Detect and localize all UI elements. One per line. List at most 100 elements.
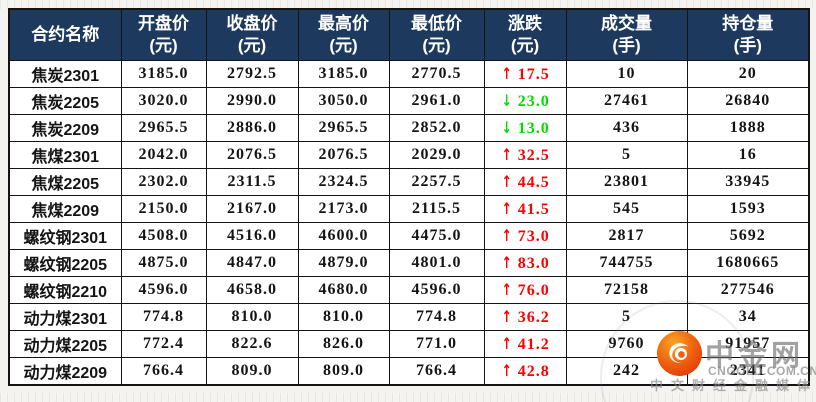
- cell-close-price: 4516.0: [205, 222, 299, 250]
- column-header: 成交量 (手): [565, 8, 688, 61]
- cell-change: ↑ 42.8: [483, 357, 567, 386]
- table-row: 焦煤2301 2042.0 2076.5 2076.5 2029.0 ↑ 32.5…: [8, 141, 810, 169]
- change-value: 41.5: [517, 201, 550, 218]
- column-label: 持仓量: [722, 13, 774, 33]
- cell-open-price: 4875.0: [120, 249, 207, 277]
- cell-contract-name: 动力煤2209: [8, 357, 122, 386]
- cell-close-price: 2792.5: [205, 60, 299, 88]
- cell-open-interest: 1680665: [686, 249, 810, 277]
- table-row: 动力煤2301 774.8 810.0 810.0 774.8 ↑ 36.2 5 …: [8, 303, 810, 331]
- cell-open-price: 4508.0: [120, 222, 207, 250]
- cell-close-price: 2076.5: [205, 141, 299, 169]
- cell-open-price: 772.4: [120, 330, 207, 358]
- cell-high-price: 810.0: [297, 303, 390, 331]
- cell-high-price: 2173.0: [297, 195, 390, 223]
- column-header: 合约名称: [8, 8, 122, 61]
- cell-change: ↑ 41.2: [483, 330, 567, 358]
- cell-open-interest: 16: [686, 141, 810, 169]
- column-header: 最低价 (元): [388, 8, 485, 61]
- cell-open-price: 766.4: [120, 357, 207, 386]
- cell-open-price: 774.8: [120, 303, 207, 331]
- cell-volume: 27461: [565, 87, 688, 115]
- cell-high-price: 2965.5: [297, 114, 390, 142]
- column-unit: (手): [733, 36, 762, 55]
- cell-change: ↑ 44.5: [483, 168, 567, 196]
- cell-low-price: 2029.0: [388, 141, 485, 169]
- cell-change: ↑ 73.0: [483, 222, 567, 250]
- cell-high-price: 809.0: [297, 357, 390, 386]
- cell-open-price: 2042.0: [120, 141, 207, 169]
- cell-low-price: 4596.0: [388, 276, 485, 304]
- cell-open-price: 2965.5: [120, 114, 207, 142]
- cell-contract-name: 焦煤2209: [8, 195, 122, 223]
- cell-change: ↑ 17.5: [483, 60, 567, 88]
- cell-open-interest: 33945: [686, 168, 810, 196]
- cell-low-price: 774.8: [388, 303, 485, 331]
- change-arrow-icon: ↑: [502, 199, 513, 218]
- cell-volume: 23801: [565, 168, 688, 196]
- change-arrow-icon: ↑: [502, 361, 513, 380]
- cell-close-price: 2886.0: [205, 114, 299, 142]
- change-value: 76.0: [517, 282, 550, 299]
- cell-volume: 242: [565, 357, 688, 386]
- cell-high-price: 4879.0: [297, 249, 390, 277]
- column-header: 开盘价 (元): [120, 8, 207, 61]
- cell-close-price: 810.0: [205, 303, 299, 331]
- cell-high-price: 826.0: [297, 330, 390, 358]
- bottom-decor-strip: [0, 393, 816, 402]
- column-label: 成交量: [601, 13, 652, 33]
- cell-high-price: 2324.5: [297, 168, 390, 196]
- cell-close-price: 809.0: [205, 357, 299, 386]
- change-value: 32.5: [517, 147, 550, 164]
- change-arrow-icon: ↑: [502, 64, 513, 83]
- column-label: 最高价: [318, 13, 369, 33]
- change-arrow-icon: ↑: [502, 280, 513, 299]
- cell-open-price: 2302.0: [120, 168, 207, 196]
- cell-contract-name: 螺纹钢2301: [8, 222, 122, 250]
- column-header: 涨跌 (元): [483, 8, 567, 61]
- cell-open-interest: 91957: [686, 330, 810, 358]
- cell-change: ↑ 41.5: [483, 195, 567, 223]
- cell-low-price: 2770.5: [388, 60, 485, 88]
- cell-contract-name: 动力煤2205: [8, 330, 122, 358]
- table-row: 焦炭2301 3185.0 2792.5 3185.0 2770.5 ↑ 17.5…: [8, 60, 810, 88]
- cell-high-price: 4680.0: [297, 276, 390, 304]
- change-value: 23.0: [517, 93, 550, 110]
- change-value: 42.8: [517, 363, 550, 380]
- cell-open-interest: 1888: [686, 114, 810, 142]
- cell-volume: 545: [565, 195, 688, 223]
- cell-change: ↑ 76.0: [483, 276, 567, 304]
- cell-low-price: 4801.0: [388, 249, 485, 277]
- change-arrow-icon: ↓: [502, 118, 513, 137]
- column-unit: (手): [612, 36, 641, 55]
- column-label: 收盘价: [226, 13, 278, 33]
- change-arrow-icon: ↑: [502, 334, 513, 353]
- cell-open-interest: 1593: [686, 195, 810, 223]
- cell-contract-name: 螺纹钢2205: [8, 249, 122, 277]
- cell-open-interest: 20: [686, 60, 810, 88]
- cell-open-interest: 34: [686, 303, 810, 331]
- cell-high-price: 2076.5: [297, 141, 390, 169]
- cell-open-interest: 26840: [686, 87, 810, 115]
- cell-low-price: 2257.5: [388, 168, 485, 196]
- cell-change: ↓ 23.0: [483, 87, 567, 115]
- cell-close-price: 2990.0: [205, 87, 299, 115]
- cell-change: ↑ 83.0: [483, 249, 567, 277]
- change-arrow-icon: ↑: [502, 253, 513, 272]
- change-value: 36.2: [517, 309, 550, 326]
- cell-change: ↑ 36.2: [483, 303, 567, 331]
- table-row: 动力煤2209 766.4 809.0 809.0 766.4 ↑ 42.8 24…: [8, 357, 810, 386]
- change-arrow-icon: ↓: [502, 91, 513, 110]
- cell-open-price: 2150.0: [120, 195, 207, 223]
- cell-change: ↓ 13.0: [483, 114, 567, 142]
- cell-open-price: 4596.0: [120, 276, 207, 304]
- column-unit: (元): [422, 36, 451, 55]
- cell-volume: 5: [565, 141, 688, 169]
- table-row: 动力煤2205 772.4 822.6 826.0 771.0 ↑ 41.2 97…: [8, 330, 810, 358]
- cell-open-interest: 2341: [686, 357, 810, 386]
- cell-volume: 2817: [565, 222, 688, 250]
- table-row: 螺纹钢2301 4508.0 4516.0 4600.0 4475.0 ↑ 73.…: [8, 222, 810, 250]
- change-value: 44.5: [517, 174, 550, 191]
- cell-volume: 436: [565, 114, 688, 142]
